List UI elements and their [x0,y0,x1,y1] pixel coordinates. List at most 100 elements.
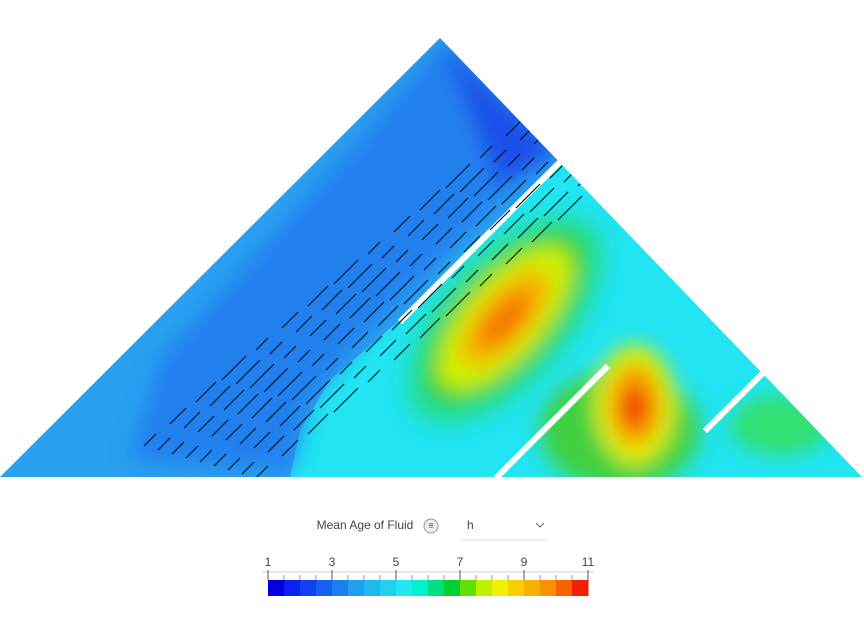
vector [197,415,215,433]
vector [267,435,285,453]
tick-label: 5 [393,555,400,569]
vector [421,223,439,241]
vector [549,165,563,179]
vector [249,363,275,389]
vector [533,127,551,145]
vector [473,171,499,197]
tick-label: 11 [582,555,595,569]
vector [589,143,607,161]
vector [491,243,509,261]
vector [361,267,387,293]
unit-dropdown[interactable]: h [467,518,474,532]
vector [183,411,201,429]
vector [487,175,513,201]
vector [603,147,621,165]
vector [449,231,467,249]
color-swatch [572,580,589,596]
color-swatch [300,580,317,596]
vector [445,291,471,317]
vector [365,335,383,353]
vector [431,287,457,313]
vector [575,139,593,157]
vector [367,241,381,255]
vector [507,153,521,167]
legend-title: Mean Age of Fluid [317,518,414,532]
vector [263,367,289,393]
vector [241,461,255,475]
vector [281,439,299,457]
color-swatch [492,580,509,596]
vector [321,289,343,311]
vector [477,239,495,257]
vector [493,149,507,163]
vector [461,201,483,223]
vector [255,337,269,351]
vector [209,385,231,407]
vector [515,183,541,209]
vector [291,375,317,401]
vector [417,283,443,309]
vector [419,317,441,339]
color-swatch [524,580,541,596]
vector [333,387,359,413]
vector [409,253,423,267]
vector [547,131,565,149]
vector [227,457,241,471]
vector [311,353,325,367]
vector [333,259,359,285]
color-swatch [428,580,445,596]
vector [195,381,217,403]
vector [307,413,329,435]
vector [459,167,485,193]
vector [363,301,385,323]
vector [407,219,425,237]
vector [143,433,157,447]
vector [521,157,535,171]
vector [503,213,525,235]
vector [435,227,453,245]
vector [171,441,185,455]
vector [213,453,227,467]
vector [185,445,199,459]
tick-label: 3 [329,555,336,569]
color-swatch [364,580,381,596]
vector [157,437,171,451]
vector [381,245,395,259]
vector [535,161,549,175]
dropdown-chevron[interactable] [535,522,545,528]
vector [395,249,409,263]
vector [335,293,357,315]
vector [351,331,369,349]
vector [295,315,313,333]
color-swatch [316,580,333,596]
vector [169,407,187,425]
vector [253,431,271,449]
vector [617,151,635,169]
vector [445,163,471,189]
color-swatch [556,580,573,596]
vector [437,261,451,275]
vector [377,305,399,327]
color-swatch [476,580,493,596]
vector [475,205,497,227]
vector [337,327,355,345]
vector [451,265,465,279]
color-swatch [268,580,285,596]
info-icon[interactable] [423,518,439,534]
vector [255,465,269,477]
vector [375,271,401,297]
vector [479,273,493,287]
contour-plot [0,38,862,477]
vector [251,397,273,419]
vector [239,427,257,445]
vector [307,285,329,307]
vector [423,257,437,271]
vector [479,145,493,159]
vector [531,221,553,243]
vector [325,357,339,371]
vector [225,423,243,441]
vector [269,341,283,355]
vector [319,383,345,409]
